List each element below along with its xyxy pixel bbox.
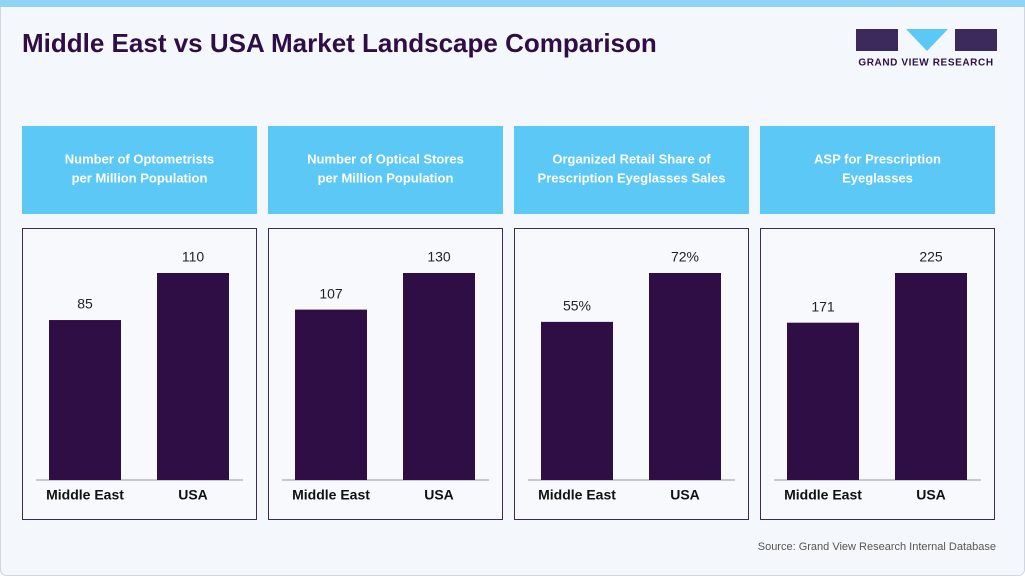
category-label: Middle East	[784, 487, 862, 503]
category-label: USA	[424, 487, 454, 503]
top-strip	[0, 0, 1025, 7]
bar	[157, 273, 229, 480]
category-label: Middle East	[538, 487, 616, 503]
panel-title: per Million Population	[72, 170, 208, 185]
bar	[787, 322, 859, 480]
category-label: USA	[178, 487, 208, 503]
logo-block	[906, 29, 948, 51]
panel-header	[268, 126, 503, 214]
logo-block	[955, 29, 997, 51]
bar	[295, 309, 367, 480]
category-label: Middle East	[46, 487, 124, 503]
bar	[895, 273, 967, 480]
value-label: 55%	[563, 298, 591, 314]
page-title: Middle East vs USA Market Landscape Comp…	[22, 28, 657, 58]
panel-title: Eyeglasses	[842, 170, 913, 185]
category-label: USA	[916, 487, 946, 503]
panel-title: Number of Optical Stores	[307, 151, 464, 166]
value-label: 130	[427, 249, 451, 265]
panel-title: ASP for Prescription	[814, 151, 941, 166]
value-label: 171	[811, 298, 835, 314]
panel-header	[514, 126, 749, 214]
category-label: Middle East	[292, 487, 370, 503]
value-label: 85	[77, 296, 93, 312]
bar	[649, 273, 721, 480]
panel-title: per Million Population	[318, 170, 454, 185]
value-label: 110	[182, 249, 205, 265]
panel-title: Organized Retail Share of	[552, 151, 711, 166]
logo: GRAND VIEW RESEARCH	[856, 29, 997, 69]
bar	[541, 321, 613, 480]
bar	[403, 273, 475, 480]
value-label: 72%	[671, 249, 699, 265]
logo-text: GRAND VIEW RESEARCH	[858, 58, 993, 69]
panel-header	[760, 126, 995, 214]
panel-title: Prescription Eyeglasses Sales	[538, 170, 726, 185]
logo-block	[856, 29, 898, 51]
value-label: 107	[319, 285, 343, 301]
bar	[49, 320, 121, 480]
panel-title: Number of Optometrists	[65, 151, 215, 166]
panel-header	[22, 126, 257, 214]
category-label: USA	[670, 487, 700, 503]
source: Source: Grand View Research Internal Dat…	[758, 541, 996, 553]
value-label: 225	[919, 249, 943, 265]
